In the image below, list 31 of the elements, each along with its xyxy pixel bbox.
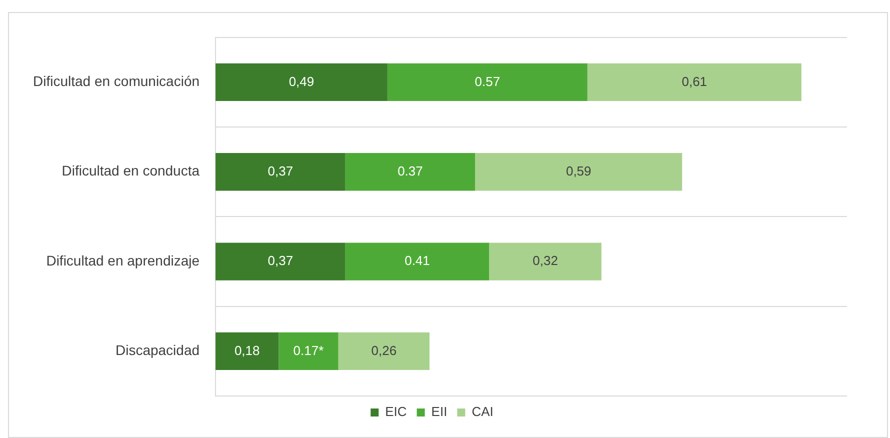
bar bbox=[345, 153, 476, 191]
bar bbox=[345, 242, 490, 280]
bar bbox=[587, 63, 802, 102]
data-label: 0,18 bbox=[234, 342, 260, 358]
y-tick-label: Discapacidad bbox=[115, 342, 200, 358]
bar bbox=[216, 332, 279, 370]
bar bbox=[489, 242, 602, 280]
bar bbox=[216, 63, 388, 102]
data-label: 0,61 bbox=[682, 74, 708, 89]
data-label: 0.41 bbox=[404, 253, 430, 268]
bar bbox=[278, 332, 338, 370]
data-label: 0,26 bbox=[371, 342, 397, 358]
bar bbox=[475, 153, 682, 191]
bar bbox=[338, 332, 430, 370]
data-label: 0,32 bbox=[532, 253, 558, 268]
data-label: 0,37 bbox=[268, 253, 294, 268]
data-label: 0,59 bbox=[566, 163, 592, 178]
data-label: 0.57 bbox=[474, 74, 500, 89]
y-tick-label: Dificultad en comunicación bbox=[33, 73, 200, 90]
data-label: 0.37 bbox=[398, 163, 423, 178]
legend-label: EII bbox=[431, 404, 448, 420]
legend-label: CAI bbox=[472, 404, 494, 420]
bar bbox=[216, 153, 346, 191]
data-label: 0,49 bbox=[288, 74, 314, 89]
data-label: 0,37 bbox=[268, 163, 294, 178]
data-label: 0.17* bbox=[293, 342, 324, 358]
legend-label: EIC bbox=[385, 404, 407, 420]
bar bbox=[216, 242, 346, 280]
y-tick-label: Dificultad en conducta bbox=[62, 162, 200, 179]
y-tick-label: Dificultad en aprendizaje bbox=[46, 252, 200, 268]
bar bbox=[387, 63, 588, 102]
